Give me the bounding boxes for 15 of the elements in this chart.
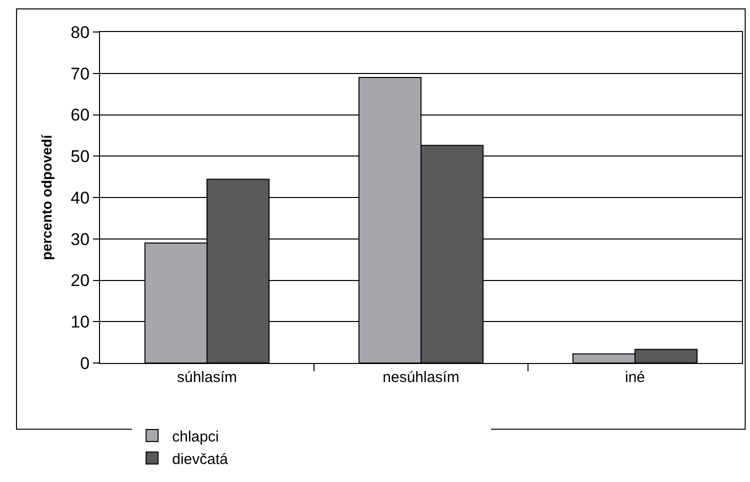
y-tick-label: 40 — [70, 188, 90, 208]
y-tick-label: 80 — [70, 22, 90, 42]
x-tick-label: nesúhlasím — [382, 369, 460, 386]
y-tick-label: 0 — [80, 354, 90, 373]
y-tick-label: 50 — [70, 147, 90, 166]
y-tick-label: 60 — [70, 106, 90, 125]
legend-label: chlapci — [172, 428, 219, 446]
y-tick-label: 10 — [70, 312, 90, 332]
legend-label: dievčatá — [172, 450, 229, 468]
x-tick-label: súhlasím — [176, 369, 238, 386]
y-tick-label: 20 — [70, 271, 90, 290]
y-tick-label: 30 — [70, 230, 90, 249]
y-tick-label: 70 — [70, 64, 90, 84]
y-axis-title: percento odpovedí — [38, 134, 54, 260]
x-tick-label: iné — [624, 369, 646, 386]
